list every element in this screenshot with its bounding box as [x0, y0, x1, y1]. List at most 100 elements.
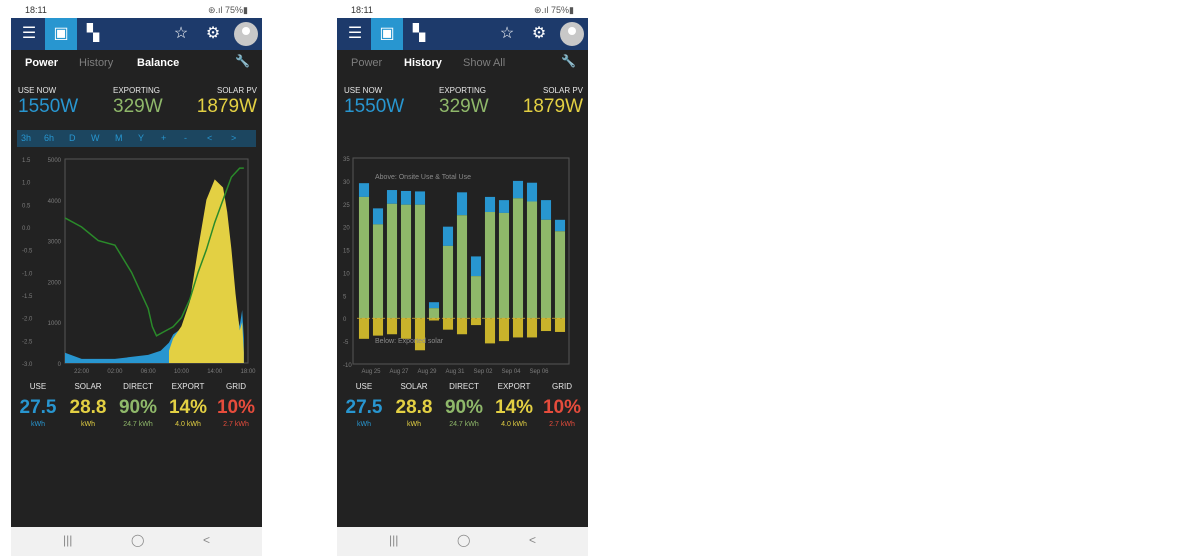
x-tick-label: 14:00: [207, 369, 223, 375]
bar-onsite-use: [554, 231, 566, 319]
prev-button[interactable]: <: [207, 133, 213, 143]
balance-chart[interactable]: 1.5 1.0 0.5 0.0 -0.5 -1.0 -1.5 -2.0 -2.5 -3.0 5000…: [11, 150, 262, 380]
recents-button[interactable]: |||: [63, 533, 73, 547]
summary-grid-value: 10%: [542, 397, 582, 418]
tab-balance[interactable]: Balance: [137, 57, 180, 69]
tab-history[interactable]: History: [79, 57, 114, 69]
avatar[interactable]: [234, 22, 258, 46]
menu-icon[interactable]: ☰: [347, 25, 363, 42]
bar-exported-solar: [456, 318, 468, 335]
home-button[interactable]: ◯: [457, 533, 471, 547]
zoom-out-button[interactable]: -: [184, 133, 187, 143]
annotation-above: Above: Onsite Use & Total Use: [375, 174, 471, 181]
summary-solar-value: 28.8: [69, 397, 107, 418]
x-tick-label: 02:00: [107, 369, 123, 375]
use-now-label: USE NOW: [18, 86, 57, 95]
x-tick-label: Aug 27: [389, 369, 409, 375]
back-button[interactable]: <: [203, 533, 211, 547]
x-tick-label: 22:00: [74, 369, 90, 375]
range-day-button[interactable]: D: [69, 133, 76, 143]
exporting-value: 329W: [113, 96, 163, 117]
bar-onsite-use: [526, 201, 538, 319]
bar-onsite-use: [442, 245, 454, 319]
tab-power[interactable]: Power: [25, 57, 59, 69]
recents-button[interactable]: |||: [389, 533, 399, 547]
bar-total-use: [456, 192, 468, 216]
bar-total-use: [372, 208, 384, 225]
exporting: EXPORTING 329W: [113, 86, 163, 118]
phone-screen-balance: 18:11 ⊛.ıl 75%▮ ☰ ▣ ▚ ☆ ⚙ Power History …: [11, 0, 262, 556]
summary-solar-value: 28.8: [395, 397, 433, 418]
live-stats: USE NOW 1550W EXPORTING 329W SOLAR PV 18…: [337, 86, 588, 126]
status-icons: ⊛.ıl 75%▮: [207, 5, 248, 15]
dashboard-icon[interactable]: ▣: [45, 18, 77, 50]
summary-use-sub: kWh: [31, 421, 45, 428]
use-now-label: USE NOW: [344, 86, 383, 95]
range-month-button[interactable]: M: [115, 133, 123, 143]
star-icon[interactable]: ☆: [173, 25, 189, 42]
exporting: EXPORTING 329W: [439, 86, 489, 118]
range-week-button[interactable]: W: [91, 133, 100, 143]
bar-exported-solar: [442, 318, 454, 330]
summary-direct-sub: 24.7 kWh: [449, 421, 479, 428]
y-tick-label: 10: [343, 271, 350, 277]
bar-total-use: [554, 219, 566, 232]
bar-onsite-use: [456, 215, 468, 319]
y-left-tick-label: 0.0: [22, 226, 31, 232]
annotation-below: Below: Exported solar: [375, 338, 444, 345]
summary: USE 27.5 kWh SOLAR 28.8 kWh DIRECT 90% 2…: [11, 382, 262, 442]
home-button[interactable]: ◯: [131, 533, 145, 547]
status-time: 18:11: [351, 5, 373, 15]
range-6h-button[interactable]: 6h: [44, 133, 55, 143]
y-tick-label: 0: [343, 317, 347, 323]
summary-direct-value: 90%: [444, 397, 484, 418]
summary-grid: GRID 10% 2.7 kWh: [211, 382, 261, 428]
app-bar: ☰ ▣ ▚ ☆ ⚙: [337, 18, 588, 50]
wrench-icon[interactable]: 🔧: [235, 54, 250, 68]
summary-solar-sub: kWh: [407, 421, 421, 428]
bar-total-use: [442, 226, 454, 246]
back-button[interactable]: <: [529, 533, 537, 547]
gear-icon[interactable]: ⚙: [531, 25, 547, 42]
wrench-icon[interactable]: 🔧: [561, 54, 576, 68]
range-3h-button[interactable]: 3h: [21, 133, 32, 143]
range-year-button[interactable]: Y: [138, 133, 145, 143]
tab-show-all[interactable]: Show All: [463, 57, 506, 69]
tab-history[interactable]: History: [404, 57, 442, 69]
bar-total-use: [512, 180, 524, 199]
solar-pv-label: SOLAR PV: [542, 86, 583, 95]
bar-exported-solar: [372, 318, 384, 336]
y-left-tick-label: 0.5: [22, 203, 31, 209]
status-bar: 18:11 ⊛.ıl 75%▮: [337, 0, 588, 18]
summary-use-label: USE: [29, 382, 47, 391]
range-controls: 3h 6h D W M Y + - < >: [17, 130, 256, 147]
bar-onsite-use: [498, 212, 510, 319]
solar-pv: SOLAR PV 1879W: [523, 86, 583, 118]
y-left-tick-label: -3.0: [22, 362, 33, 368]
menu-icon[interactable]: ☰: [21, 25, 37, 42]
grid-icon[interactable]: ▚: [86, 25, 100, 42]
bar-total-use: [358, 183, 370, 197]
summary-direct-value: 90%: [118, 397, 158, 418]
bar-exported-solar: [470, 318, 482, 326]
y-tick-label: 30: [343, 180, 350, 186]
dashboard-icon[interactable]: ▣: [371, 18, 403, 50]
x-tick-label: Aug 25: [361, 369, 381, 375]
gear-icon[interactable]: ⚙: [205, 25, 221, 42]
grid-icon[interactable]: ▚: [412, 25, 426, 42]
zoom-in-button[interactable]: +: [161, 133, 167, 143]
bar-onsite-use: [512, 198, 524, 319]
avatar[interactable]: [560, 22, 584, 46]
summary-grid-label: GRID: [552, 382, 572, 391]
phone-screen-history: 18:11 ⊛.ıl 75%▮ ☰ ▣ ▚ ☆ ⚙ Power History …: [337, 0, 588, 556]
summary-solar: SOLAR 28.8 kWh: [389, 382, 439, 428]
history-chart[interactable]: 35 30 25 20 15 10 5 0 -5 -10 Aug 25 Aug 27 Aug 29 Aug…: [337, 150, 588, 380]
use-now: USE NOW 1550W: [18, 86, 78, 118]
summary-export-label: EXPORT: [497, 382, 531, 391]
tab-power[interactable]: Power: [351, 57, 383, 69]
y-right-tick-label: 5000: [48, 158, 62, 164]
next-button[interactable]: >: [231, 133, 237, 143]
star-icon[interactable]: ☆: [499, 25, 515, 42]
status-time: 18:11: [25, 5, 47, 15]
status-bar: 18:11 ⊛.ıl 75%▮: [11, 0, 262, 18]
